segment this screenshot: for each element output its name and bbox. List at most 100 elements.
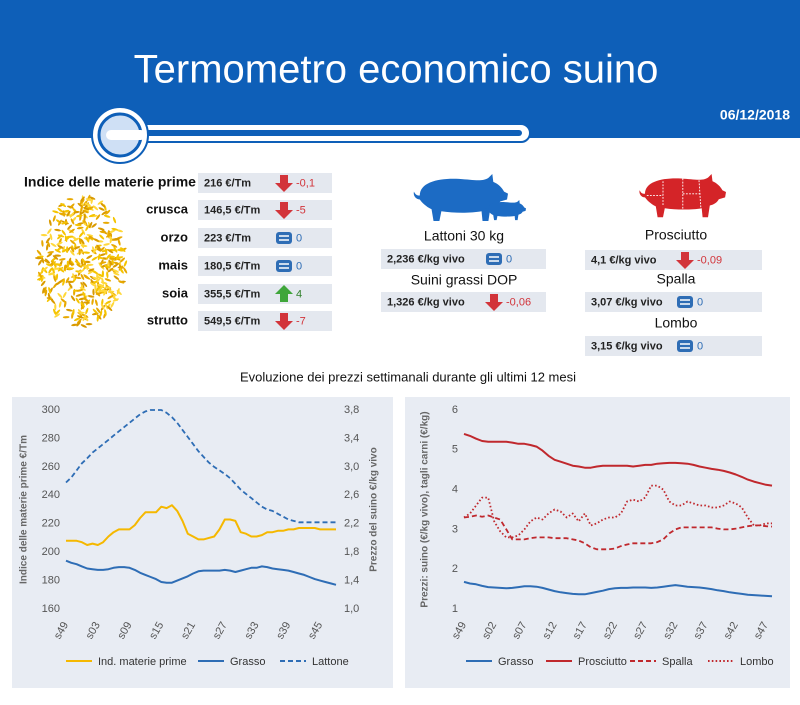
grain: [123, 260, 128, 267]
grain: [102, 221, 110, 224]
grain: [73, 317, 81, 322]
grain: [104, 286, 112, 289]
grain: [34, 256, 42, 260]
grain: [83, 301, 90, 304]
grain: [92, 288, 95, 296]
grain: [90, 282, 96, 287]
grain: [76, 315, 84, 319]
date: 06/12/2018: [720, 107, 790, 123]
charts: 160 180 200 220 240 260 280 300 1,0 1,4 1,8 2,2 2,6 3…: [19, 404, 774, 668]
grain: [85, 323, 93, 326]
price: 2,236 €/kg vivo: [387, 253, 465, 265]
grain: [80, 238, 85, 245]
chart-panel: [12, 397, 393, 688]
grain: [109, 229, 116, 234]
grain: [119, 257, 126, 263]
grain: [88, 214, 96, 218]
grain: [91, 256, 98, 261]
grain: [67, 224, 73, 230]
grain: [53, 275, 57, 282]
grain: [66, 235, 74, 238]
trend-icon: [485, 294, 503, 311]
trend-icon: [275, 202, 293, 219]
grain: [46, 252, 53, 258]
trend-icon: [676, 252, 694, 269]
grain: [106, 271, 109, 279]
grain: [77, 309, 83, 315]
y-tick-label: 6: [452, 404, 458, 416]
grain: [115, 253, 119, 261]
grain: [78, 248, 81, 256]
grain: [117, 239, 121, 246]
grain: [59, 260, 63, 267]
page-title: Termometro economico suino: [134, 48, 659, 92]
grain: [62, 210, 65, 217]
grain: [75, 293, 83, 297]
material-name: strutto: [147, 312, 188, 327]
grain: [39, 274, 43, 281]
price-box: [198, 200, 332, 220]
grain: [67, 280, 74, 284]
grain: [83, 297, 89, 302]
price-box: [381, 249, 546, 269]
flat-icon: [276, 260, 292, 272]
grain: [93, 238, 100, 242]
arrow-down: [275, 313, 293, 330]
change: -0,09: [697, 254, 722, 266]
grain: [91, 298, 94, 305]
price-box: [198, 284, 332, 304]
grain: [54, 313, 61, 318]
y-tick-label: 3: [452, 523, 458, 535]
grain: [51, 267, 55, 274]
grain: [54, 263, 62, 266]
grain: [54, 228, 61, 232]
grain: [85, 236, 90, 243]
grain: [50, 242, 57, 247]
grain: [74, 276, 82, 280]
price: 223 €/Tm: [204, 232, 251, 244]
grain: [46, 243, 49, 251]
grain: [52, 261, 57, 268]
price: 1,326 €/kg vivo: [387, 296, 465, 308]
grain: [71, 323, 78, 327]
y-tick-label: 260: [42, 461, 60, 473]
series-line: [65, 409, 336, 524]
pig-body: [485, 200, 526, 221]
price-panels: Indice delle materie prime 216 €/Tm -0,1 cr…: [24, 173, 762, 356]
grain: [96, 275, 103, 280]
grain: [86, 234, 94, 237]
grain: [62, 279, 66, 286]
price: 3,07 €/kg vivo: [591, 296, 663, 308]
grain: [76, 289, 84, 292]
pig-icon: [639, 174, 726, 218]
price-box: [585, 292, 762, 312]
thermometer: [91, 106, 531, 164]
grain: [65, 308, 73, 312]
y-tick-label: 280: [42, 432, 60, 444]
grain: [116, 256, 124, 259]
grain: [74, 223, 82, 227]
grain: [100, 303, 105, 310]
price-box: [381, 292, 546, 312]
series-line: [65, 559, 337, 586]
grain: [67, 262, 74, 266]
y2-tick-label: 3,8: [344, 404, 359, 416]
price: 549,5 €/Tm: [204, 315, 260, 327]
grain: [103, 289, 108, 296]
grain: [83, 207, 90, 211]
legend-label: Prosciutto: [578, 656, 627, 668]
grain: [54, 303, 57, 311]
trend-icon: [677, 296, 693, 308]
flat-icon: [677, 340, 693, 352]
grain: [118, 265, 124, 271]
arrow-down: [275, 202, 293, 219]
y-tick-label: 2: [452, 563, 458, 575]
grain: [57, 292, 63, 299]
series-line: [463, 432, 773, 487]
grain: [87, 295, 95, 298]
grain: [80, 196, 85, 202]
grain: [112, 298, 119, 302]
legend-label: Grasso: [498, 656, 533, 668]
grain: [92, 205, 99, 211]
